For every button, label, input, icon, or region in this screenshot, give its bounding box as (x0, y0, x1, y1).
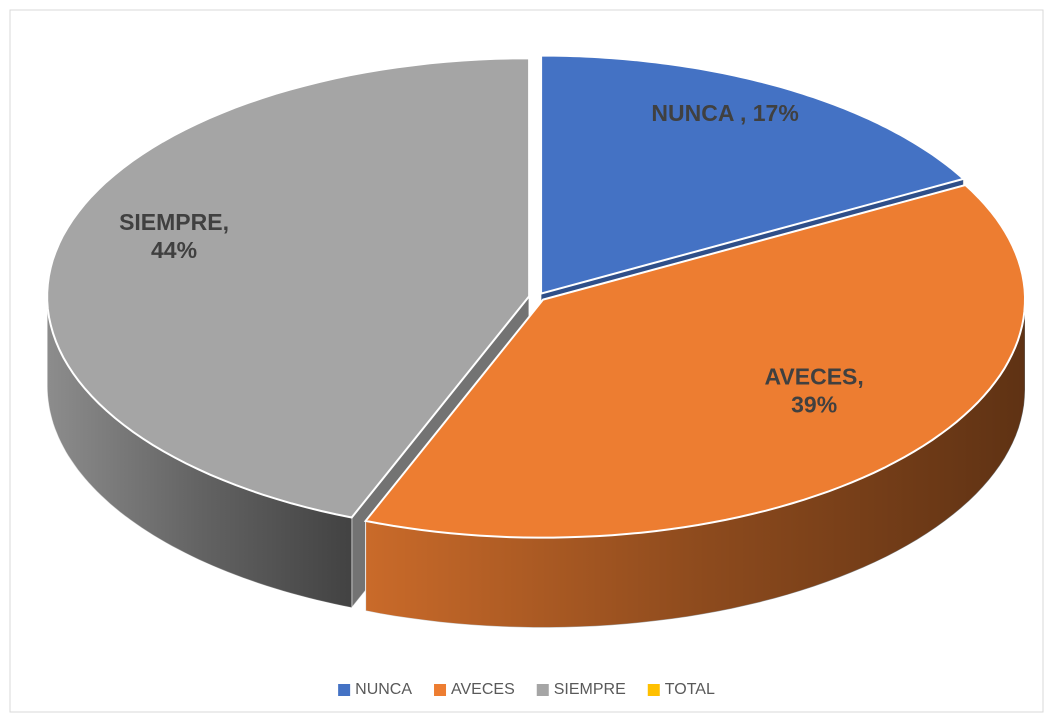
slice-shade (365, 299, 1026, 628)
legend-label: TOTAL (665, 681, 715, 698)
legend-swatch (338, 684, 351, 696)
legend-swatch (536, 684, 549, 696)
slice-shade (47, 296, 352, 608)
slice (540, 54, 966, 295)
legend-swatch (434, 684, 447, 696)
legend: NUNCA AVECES SIEMPRE TOTAL (338, 681, 715, 698)
data-label: NUNCA , 17% (651, 100, 798, 126)
legend-swatch (647, 684, 660, 696)
legend-label: SIEMPRE (554, 681, 626, 698)
slice (46, 57, 531, 519)
data-label: AVECES, 39% (765, 364, 864, 418)
slice (363, 183, 1027, 539)
legend-label: NUNCA (355, 681, 412, 698)
data-label: SIEMPRE, 44% (119, 209, 229, 263)
legend-label: AVECES (451, 681, 515, 698)
